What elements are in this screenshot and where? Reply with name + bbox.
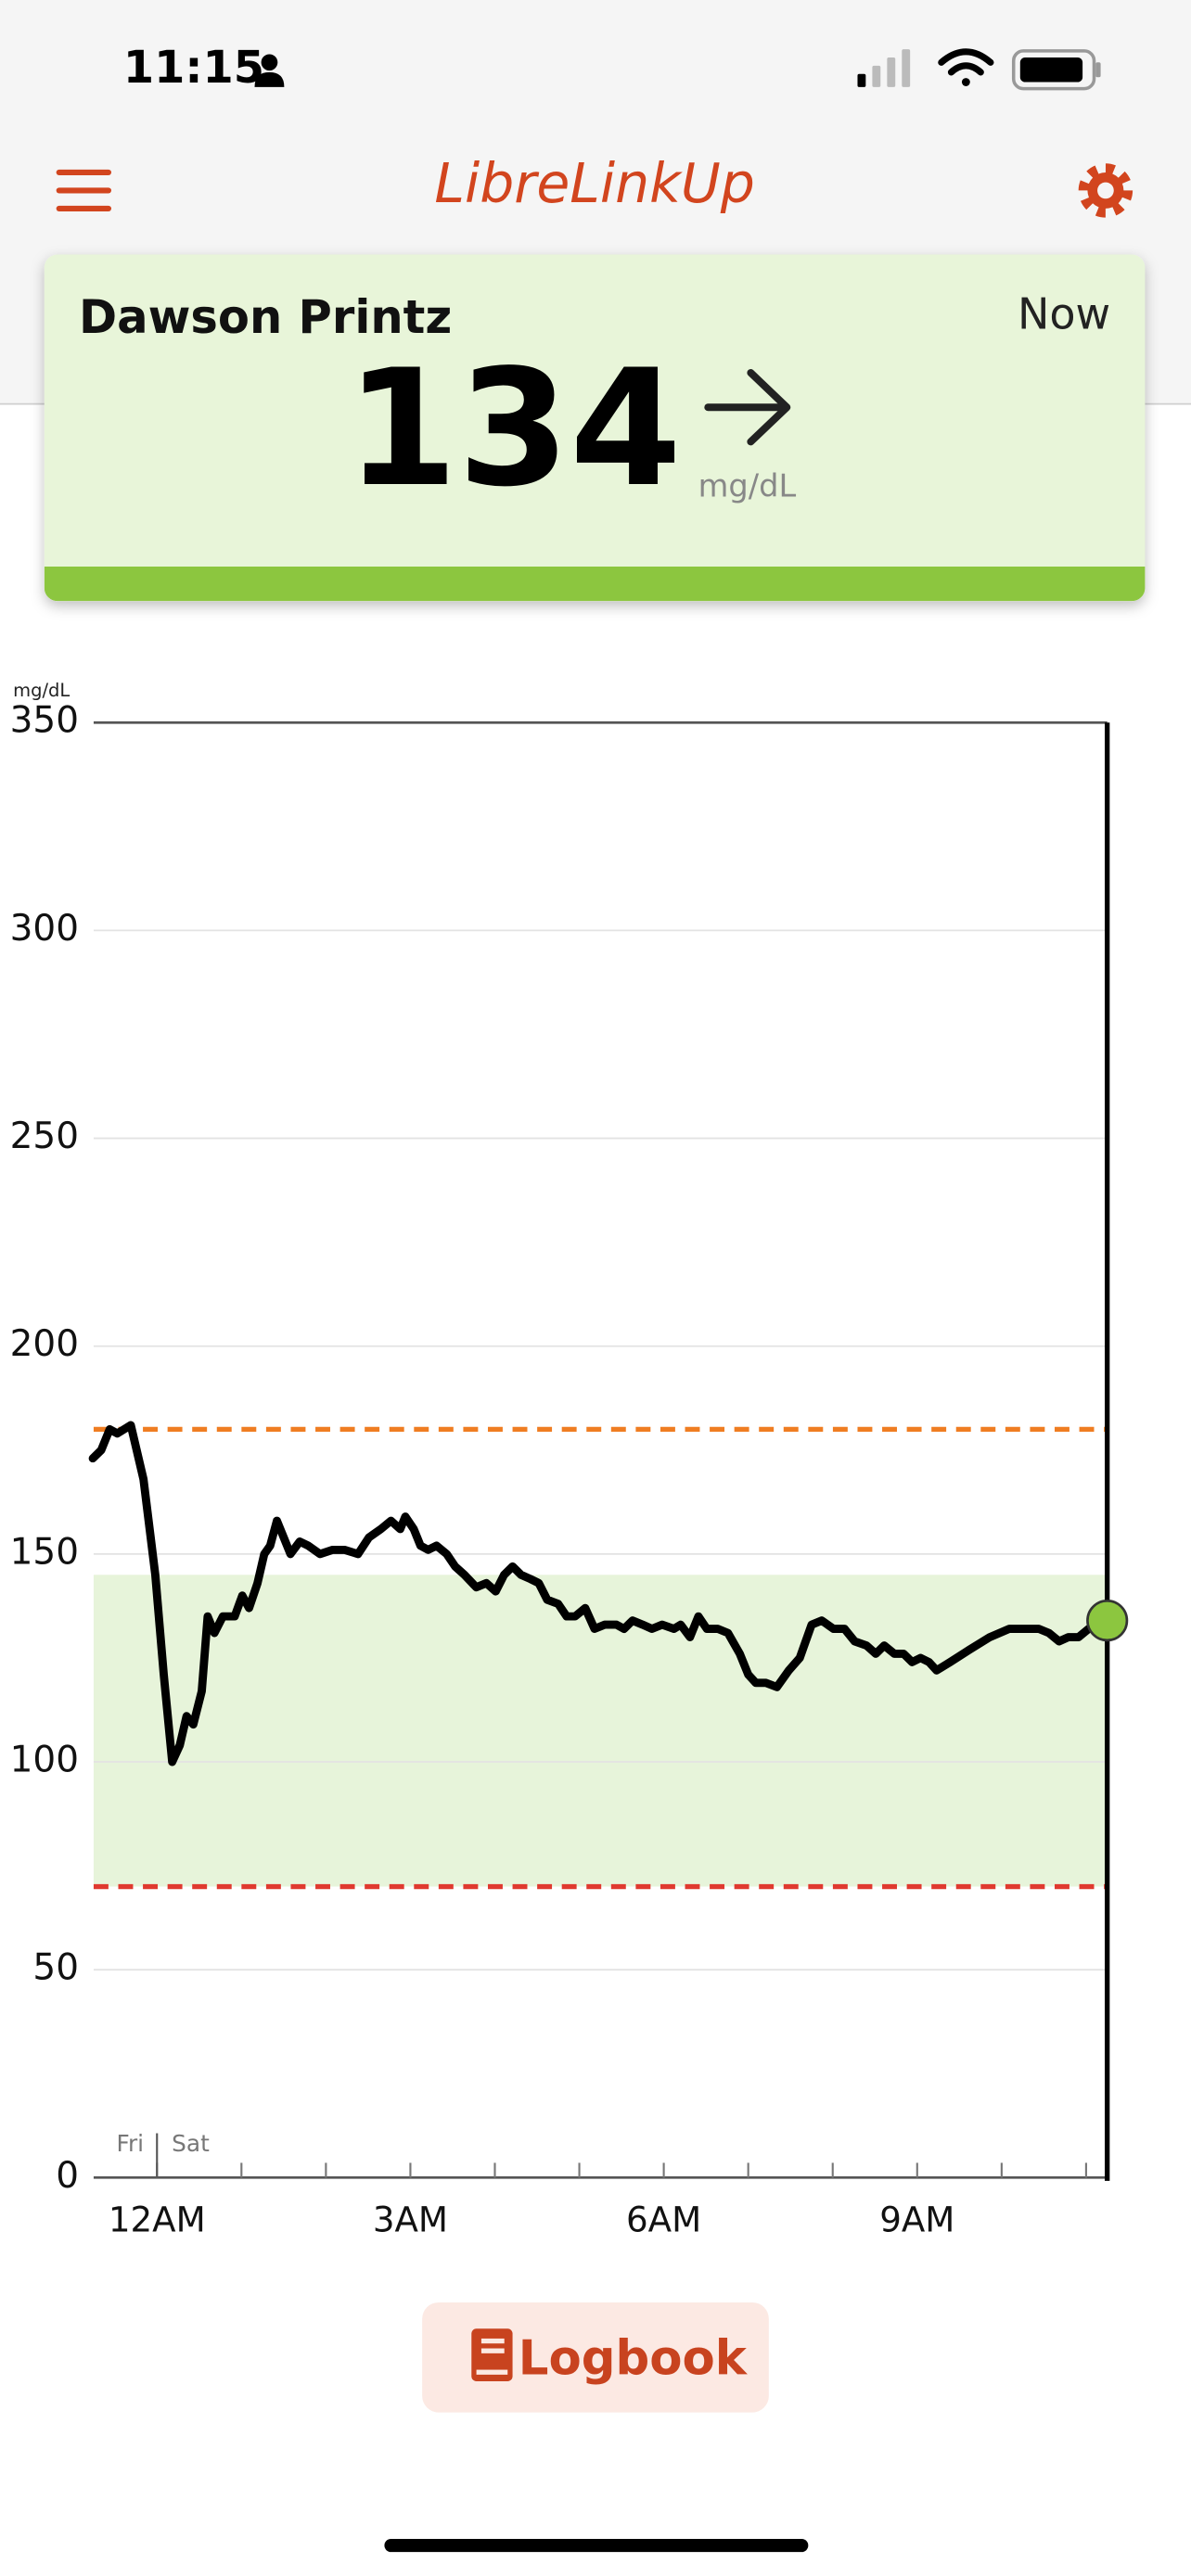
x-tick-label: 3AM: [373, 2200, 448, 2240]
reading-time: Now: [1018, 288, 1110, 338]
x-tick-label: 9AM: [879, 2200, 954, 2240]
y-tick-label: 250: [10, 1116, 79, 1157]
x-tick-label: 6AM: [626, 2200, 701, 2240]
signal-icon: [857, 49, 911, 87]
home-indicator: [384, 2538, 809, 2553]
target-range: [93, 1575, 1108, 1887]
person-icon: [254, 54, 285, 87]
patient-name: Dawson Printz: [79, 290, 452, 344]
status-time: 11:15: [123, 43, 264, 94]
logbook-button[interactable]: Logbook: [422, 2302, 769, 2413]
glucose-chart: 0 50 100 150 200 250 300 350 12AM 3AM 6AM 9AM Fri Sat: [10, 700, 1129, 2240]
trend-arrow: [704, 369, 791, 446]
y-tick-label: 100: [10, 1740, 79, 1781]
menu-button[interactable]: [56, 169, 111, 212]
battery-icon: [1011, 49, 1101, 91]
logbook-label: Logbook: [519, 2331, 749, 2387]
day-before-label: Fri: [117, 2130, 145, 2157]
glucose-value: 134: [346, 335, 682, 522]
x-tick-label: 12AM: [109, 2200, 206, 2240]
glucose-unit: mg/dL: [698, 467, 797, 504]
glucose-line: [88, 1421, 1112, 1766]
day-after-label: Sat: [172, 2130, 210, 2157]
y-tick-label: 150: [10, 1531, 79, 1573]
patient-card[interactable]: [44, 254, 1146, 602]
y-unit-label: mg/dL: [13, 680, 70, 701]
book-icon: [471, 2328, 513, 2381]
y-tick-label: 300: [10, 908, 79, 950]
current-reading-marker: [1086, 1600, 1129, 1642]
wifi-icon: [938, 48, 994, 86]
y-tick-label: 350: [10, 700, 79, 742]
y-tick-label: 200: [10, 1323, 79, 1365]
y-tick-label: 50: [32, 1947, 79, 1989]
app-title: LibreLinkUp: [434, 152, 754, 215]
y-tick-label: 0: [56, 2155, 79, 2197]
